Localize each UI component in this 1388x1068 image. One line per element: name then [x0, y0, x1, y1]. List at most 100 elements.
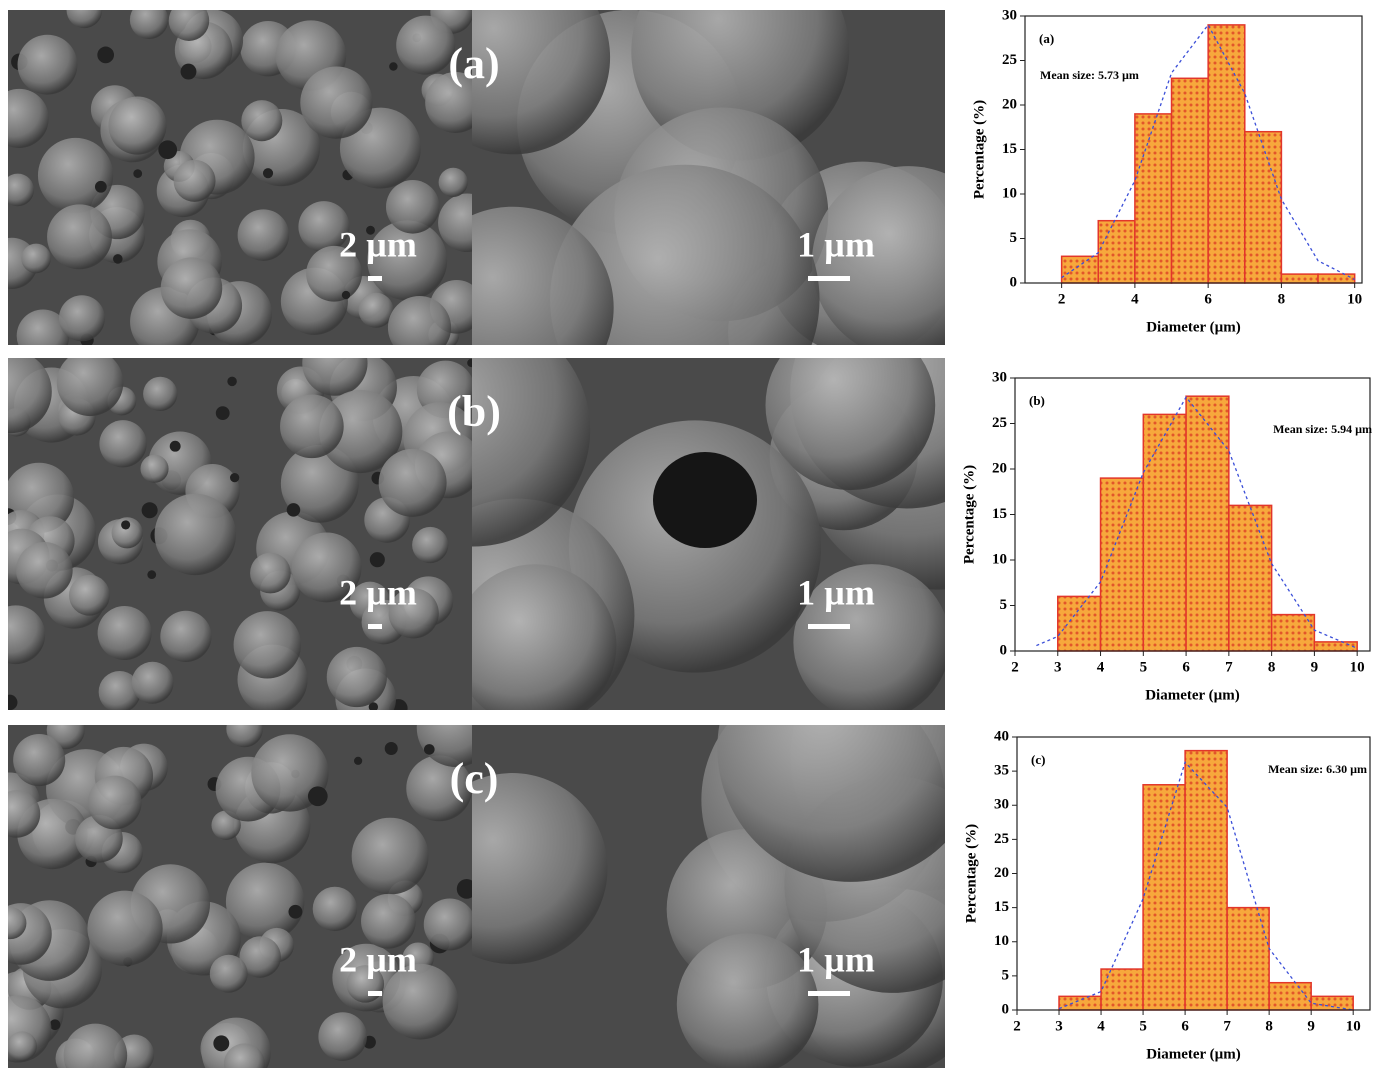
scale-label: 1 µm [797, 572, 875, 612]
x-tick-label: 5 [1140, 659, 1148, 675]
sem-pore [263, 168, 273, 178]
sem-pore [158, 140, 177, 159]
sem-particle [250, 553, 291, 594]
x-tick-label: 8 [1278, 291, 1286, 307]
scale-bar [368, 624, 382, 629]
histogram-bar [1135, 114, 1172, 283]
sem-particle [396, 16, 455, 75]
y-tick-label: 40 [994, 728, 1009, 744]
sem-pore [370, 552, 385, 567]
sem-pore [133, 169, 142, 178]
sem-image [0, 0, 497, 362]
sem-pore [147, 570, 156, 579]
sem-pore [170, 441, 181, 452]
sem-particle [99, 420, 146, 467]
y-tick-label: 0 [1000, 642, 1008, 658]
annotation: Mean size: 5.94 µm [1273, 422, 1372, 436]
y-tick-label: 10 [994, 933, 1009, 949]
sem-particle [174, 160, 216, 202]
y-tick-label: 15 [992, 506, 1007, 522]
scale-label: 2 µm [339, 572, 417, 612]
histogram-bar [1059, 996, 1101, 1010]
sem-pore [385, 742, 398, 755]
sem-particle [47, 204, 112, 269]
scale-label: 1 µm [797, 939, 875, 979]
x-tick-label: 2 [1013, 1018, 1021, 1034]
sem-particle [327, 647, 387, 707]
annotation: Mean size: 5.73 µm [1040, 68, 1139, 82]
y-tick-label: 15 [994, 899, 1009, 915]
sem-particle [1, 174, 34, 207]
y-tick-label: 5 [1010, 230, 1018, 246]
x-tick-label: 8 [1268, 659, 1276, 675]
histogram-bar [1058, 596, 1101, 651]
sem-pore [308, 786, 328, 806]
y-tick-label: 20 [992, 460, 1007, 476]
chart-title: (c) [1031, 752, 1045, 767]
x-tick-label: 10 [1347, 291, 1362, 307]
sem-particle [412, 527, 448, 563]
y-tick-label: 15 [1002, 141, 1017, 157]
sem-particle [379, 449, 447, 517]
y-tick-label: 20 [994, 865, 1009, 881]
histogram-bar [1281, 274, 1318, 283]
x-tick-label: 10 [1350, 659, 1365, 675]
chart-title: (a) [1039, 31, 1054, 46]
sem-pore [216, 406, 230, 420]
annotation: Mean size: 6.30 µm [1268, 762, 1367, 776]
sem-particle [318, 1012, 367, 1061]
sem-particle [143, 377, 177, 411]
x-tick-label: 4 [1131, 291, 1139, 307]
histogram-bar [1062, 256, 1099, 283]
scale-label: 2 µm [339, 224, 417, 264]
histogram-bar [1143, 785, 1185, 1010]
sem-pore [2, 695, 17, 710]
sem-particle [130, 1, 168, 39]
x-axis-label: Diameter (µm) [1145, 687, 1240, 703]
x-tick-label: 3 [1054, 659, 1062, 675]
sem-pore [95, 181, 107, 193]
y-tick-label: 20 [1002, 96, 1017, 112]
sem-particle [424, 898, 476, 950]
x-tick-label: 2 [1058, 291, 1066, 307]
histogram-bar [1101, 969, 1143, 1010]
sem-particle [108, 97, 166, 155]
x-tick-label: 6 [1182, 659, 1190, 675]
histogram-bar [1311, 996, 1353, 1010]
sem-particle [132, 662, 174, 704]
y-tick-label: 25 [1002, 52, 1017, 68]
y-tick-label: 0 [1010, 274, 1018, 290]
sem-image [0, 331, 482, 730]
sem-particle [88, 776, 142, 830]
x-tick-label: 5 [1139, 1018, 1147, 1034]
histogram-bar [1229, 505, 1272, 651]
sem-particle [359, 293, 394, 328]
y-tick-label: 25 [992, 415, 1007, 431]
histogram-bar [1269, 983, 1311, 1010]
scale-bar [368, 991, 382, 996]
x-tick-label: 4 [1097, 659, 1105, 675]
y-tick-label: 30 [1002, 7, 1017, 23]
sem-pore [230, 473, 239, 482]
scale-bar [808, 624, 850, 629]
x-tick-label: 7 [1223, 1018, 1231, 1034]
sem-particle [454, 564, 616, 726]
sem-particle [155, 494, 236, 575]
y-axis-label: Percentage (%) [963, 824, 979, 923]
sem-particle [352, 818, 429, 895]
y-tick-label: 5 [1002, 967, 1010, 983]
x-tick-label: 6 [1204, 291, 1212, 307]
sem-particle [226, 711, 263, 748]
y-tick-label: 10 [1002, 185, 1017, 201]
x-tick-label: 4 [1097, 1018, 1105, 1034]
sem-pore [181, 64, 197, 80]
panel-label: (b) [447, 387, 501, 436]
sem-particle [169, 0, 210, 41]
sem-particle [241, 100, 282, 141]
sem-hole [653, 452, 757, 548]
sem-particle [13, 734, 65, 786]
sem-particle [234, 611, 301, 678]
x-tick-label: 9 [1311, 659, 1319, 675]
scale-label: 2 µm [339, 939, 417, 979]
sem-particle [38, 138, 113, 213]
